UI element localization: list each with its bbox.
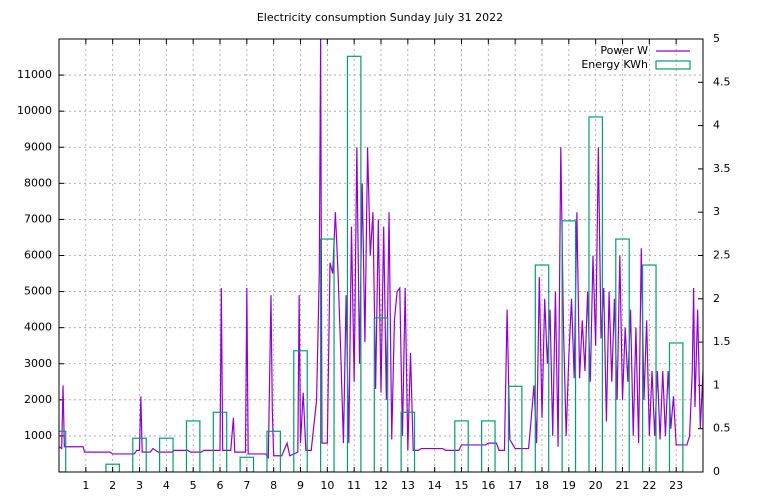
legend-swatch <box>655 60 691 70</box>
x-tick-label: 7 <box>243 479 250 492</box>
energy-box <box>185 420 201 472</box>
y-tick-label: 7000 <box>24 212 52 225</box>
y-tick-label: 9000 <box>24 140 52 153</box>
x-tick-label: 9 <box>297 479 304 492</box>
energy-box <box>400 411 416 472</box>
y-tick-label: 1000 <box>24 429 52 442</box>
y2-tick-label: 0.5 <box>713 422 731 435</box>
x-tick-label: 6 <box>217 479 224 492</box>
energy-box <box>561 220 577 472</box>
energy-box <box>320 238 335 472</box>
legend-label: Energy KWh <box>581 58 648 71</box>
y-tick-label: 10000 <box>17 104 52 117</box>
x-tick-label: 1 <box>82 479 89 492</box>
legend-label: Power W <box>600 44 648 57</box>
x-tick-label: 15 <box>455 479 469 492</box>
x-tick-label: 3 <box>136 479 143 492</box>
y-tick-label: 4000 <box>24 321 52 334</box>
y2-tick-label: 1.5 <box>713 335 731 348</box>
x-tick-label: 20 <box>589 479 603 492</box>
x-tick-label: 13 <box>401 479 415 492</box>
y2-tick-label: 0 <box>713 465 720 478</box>
energy-box <box>534 264 550 472</box>
y2-tick-label: 3 <box>713 205 720 218</box>
plot-border <box>58 38 704 473</box>
x-tick-label: 10 <box>320 479 334 492</box>
y-tick-label: 3000 <box>24 357 52 370</box>
y2-tick-label: 2.5 <box>713 249 731 262</box>
x-tick-label: 17 <box>508 479 522 492</box>
x-tick-label: 19 <box>562 479 576 492</box>
energy-box <box>668 342 684 472</box>
energy-box <box>159 437 174 472</box>
chart-title: Electricity consumption Sunday July 31 2… <box>257 11 503 24</box>
y2-tick-label: 3.5 <box>713 162 731 175</box>
x-tick-label: 14 <box>428 479 442 492</box>
y-tick-label: 5000 <box>24 285 52 298</box>
x-tick-label: 21 <box>616 479 630 492</box>
energy-box <box>642 264 657 472</box>
x-tick-label: 2 <box>109 479 116 492</box>
energy-box <box>293 350 308 472</box>
energy-box <box>481 420 496 472</box>
x-tick-label: 23 <box>669 479 683 492</box>
y-tick-label: 6000 <box>24 249 52 262</box>
y2-tick-label: 1 <box>713 378 720 391</box>
y2-tick-label: 5 <box>713 32 720 45</box>
x-tick-label: 5 <box>190 479 197 492</box>
energy-box <box>132 437 147 472</box>
energy-box <box>266 430 281 472</box>
energy-box <box>615 238 630 472</box>
x-tick-label: 22 <box>642 479 656 492</box>
energy-box <box>239 456 255 472</box>
energy-box <box>588 116 603 472</box>
y-tick-label: 11000 <box>17 68 52 81</box>
x-tick-label: 11 <box>347 479 361 492</box>
energy-box <box>212 411 228 472</box>
x-tick-label: 16 <box>481 479 495 492</box>
y2-tick-label: 2 <box>713 292 720 305</box>
x-tick-label: 18 <box>535 479 549 492</box>
y2-tick-label: 4 <box>713 119 720 132</box>
y-tick-label: 8000 <box>24 176 52 189</box>
x-tick-label: 8 <box>270 479 277 492</box>
x-tick-label: 4 <box>163 479 170 492</box>
x-tick-label: 12 <box>374 479 388 492</box>
power-line <box>59 39 703 460</box>
energy-box <box>454 420 469 472</box>
y-tick-label: 2000 <box>24 393 52 406</box>
y2-tick-label: 4.5 <box>713 75 731 88</box>
